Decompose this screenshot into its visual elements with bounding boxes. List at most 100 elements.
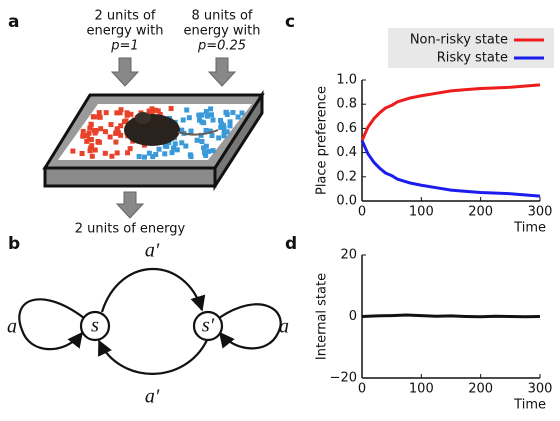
y-tick-label: 0.8 <box>336 97 357 112</box>
floor-square <box>70 148 76 154</box>
floor-square <box>98 126 104 132</box>
x-tick-label: 200 <box>468 382 493 397</box>
input-text: energy with <box>86 24 163 39</box>
floor-square <box>146 150 152 156</box>
floor-square <box>88 122 94 128</box>
arena-front <box>43 166 217 188</box>
floor-square <box>118 107 124 113</box>
floor-square <box>107 134 113 140</box>
floor-square <box>218 117 224 123</box>
action-label: a′ <box>145 240 160 262</box>
input-text: 8 units of <box>191 9 252 24</box>
state-node <box>192 310 224 342</box>
floor-square <box>118 123 124 129</box>
y-tick-label: −20 <box>330 371 357 386</box>
mouse-tail <box>177 129 219 136</box>
floor-square <box>202 150 208 156</box>
floor-square <box>206 148 212 154</box>
floor-square <box>203 109 209 115</box>
y-axis-title: Internal state <box>315 273 330 360</box>
floor-square <box>149 108 155 114</box>
floor-square <box>152 107 158 113</box>
state-diagram <box>18 267 282 375</box>
floor-square <box>186 115 192 121</box>
y-tick-label: 20 <box>340 248 357 263</box>
floor-square <box>169 150 175 156</box>
floor-square <box>117 110 123 116</box>
input-text: p=0.25 <box>197 39 246 54</box>
action-label: a <box>7 316 17 338</box>
floor-square <box>209 112 215 118</box>
y-tick-label: 0.2 <box>336 169 357 184</box>
floor-square <box>114 110 120 116</box>
floor-square <box>218 124 224 130</box>
x-tick-label: 100 <box>409 205 434 220</box>
floor-square <box>80 128 86 134</box>
state-label: s <box>91 315 99 337</box>
data-line <box>360 83 541 142</box>
floor-square <box>146 108 152 114</box>
floor-square <box>80 133 86 139</box>
floor-square <box>218 121 224 127</box>
floor-square <box>93 128 99 134</box>
legend <box>388 28 554 68</box>
floor-square <box>114 150 120 156</box>
floor-square <box>84 138 90 144</box>
floor-square <box>96 110 102 116</box>
floor-square <box>168 106 174 112</box>
floor-square <box>174 147 180 153</box>
floor-square <box>221 125 227 131</box>
floor-square <box>184 107 190 113</box>
floor-square <box>235 114 241 120</box>
floor-square <box>156 146 162 152</box>
floor-square <box>201 145 207 151</box>
input-text: p=1 <box>110 39 138 54</box>
x-axis-title: Time <box>513 398 546 413</box>
floor-square <box>224 112 230 118</box>
floor-square <box>199 139 205 145</box>
y-tick-label: 1.0 <box>336 73 357 88</box>
floor-square <box>155 108 161 114</box>
floor-square <box>113 139 119 145</box>
floor-square <box>127 146 133 152</box>
floor-square <box>239 110 245 116</box>
floor-square <box>92 147 98 153</box>
floor-square <box>88 136 94 142</box>
floor-square <box>203 152 209 158</box>
x-tick-label: 0 <box>358 382 366 397</box>
state-node <box>79 310 111 342</box>
floor-square <box>87 148 93 154</box>
floor-square <box>183 143 189 149</box>
floor-square <box>118 132 124 138</box>
input-text: 2 units of <box>94 9 155 24</box>
arena-side <box>213 89 264 192</box>
floor-square <box>125 150 131 156</box>
floor-square <box>179 140 185 146</box>
y-tick-label: 0 <box>349 309 357 324</box>
floor-square <box>194 137 200 143</box>
floor-square <box>114 126 120 132</box>
floor-square <box>221 128 227 134</box>
arrow <box>207 57 237 87</box>
floor-square <box>92 130 98 136</box>
floor-square <box>221 133 227 139</box>
floor-square <box>210 148 216 154</box>
arrow <box>110 57 140 87</box>
action-label: a <box>279 316 289 338</box>
floor-square <box>162 151 168 157</box>
x-tick-label: 300 <box>528 205 553 220</box>
floor-square <box>203 127 209 133</box>
panel-label: a <box>8 12 19 32</box>
floor-square <box>102 129 108 135</box>
transition <box>100 267 206 313</box>
floor-square <box>96 139 102 145</box>
arena-diagram: 2 units of energy with p=1 8 units of en… <box>42 9 265 237</box>
transition <box>98 339 208 375</box>
floor-square <box>103 110 109 116</box>
legend-label: Non-risky state <box>410 33 508 48</box>
floor-square <box>208 106 214 112</box>
floor-square <box>115 130 121 136</box>
y-axis-title: Place preference <box>315 86 330 195</box>
legend-label: Risky state <box>437 51 508 66</box>
